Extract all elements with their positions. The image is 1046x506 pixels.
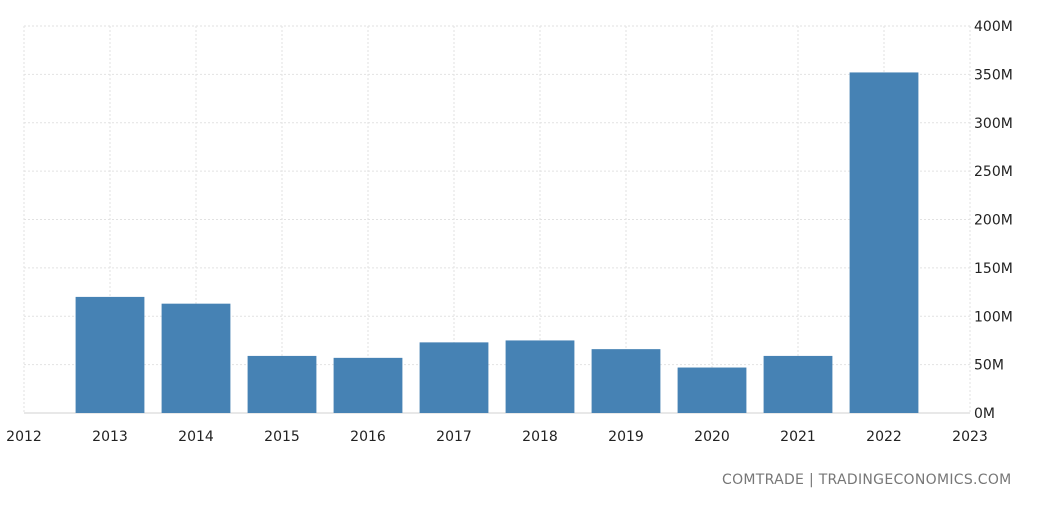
- bar-2019: [591, 349, 661, 413]
- y-tick-label: 400M: [974, 19, 1013, 35]
- y-tick-label: 50M: [974, 358, 1004, 374]
- bar-2020: [677, 367, 747, 413]
- x-tick-label: 2022: [866, 429, 902, 445]
- x-axis-labels: 2012 2013 2014 2015 2016 2017 2018 2019 2020 2021…: [6, 429, 988, 445]
- y-tick-label: 350M: [974, 67, 1013, 83]
- x-tick-label: 2019: [608, 429, 644, 445]
- x-tick-label: 2020: [694, 429, 730, 445]
- bars: [75, 72, 919, 413]
- bar-2022: [849, 72, 919, 413]
- bar-2017: [419, 342, 489, 413]
- y-tick-label: 300M: [974, 116, 1013, 132]
- y-tick-label: 200M: [974, 213, 1013, 229]
- x-tick-label: 2015: [264, 429, 300, 445]
- bar-2013: [75, 296, 145, 413]
- x-tick-label: 2013: [92, 429, 128, 445]
- x-tick-label: 2014: [178, 429, 214, 445]
- y-axis-labels: 0M 50M 100M 150M 200M 250M 300M 350M 400M: [974, 19, 1013, 422]
- y-tick-label: 250M: [974, 164, 1013, 180]
- y-tick-label: 100M: [974, 309, 1013, 325]
- x-tick-label: 2023: [952, 429, 988, 445]
- gridlines: [23, 25, 971, 414]
- bar-2021: [763, 355, 833, 413]
- bar-2016: [333, 357, 403, 413]
- bar-2015: [247, 355, 317, 413]
- bar-2018: [505, 340, 575, 413]
- x-tick-label: 2012: [6, 429, 42, 445]
- x-tick-label: 2017: [436, 429, 472, 445]
- x-tick-label: 2018: [522, 429, 558, 445]
- x-tick-label: 2016: [350, 429, 386, 445]
- y-tick-label: 150M: [974, 261, 1013, 277]
- x-tick-label: 2021: [780, 429, 816, 445]
- bar-2014: [161, 303, 231, 413]
- source-label: COMTRADE | TRADINGECONOMICS.COM: [722, 472, 1012, 488]
- y-tick-label: 0M: [974, 406, 995, 422]
